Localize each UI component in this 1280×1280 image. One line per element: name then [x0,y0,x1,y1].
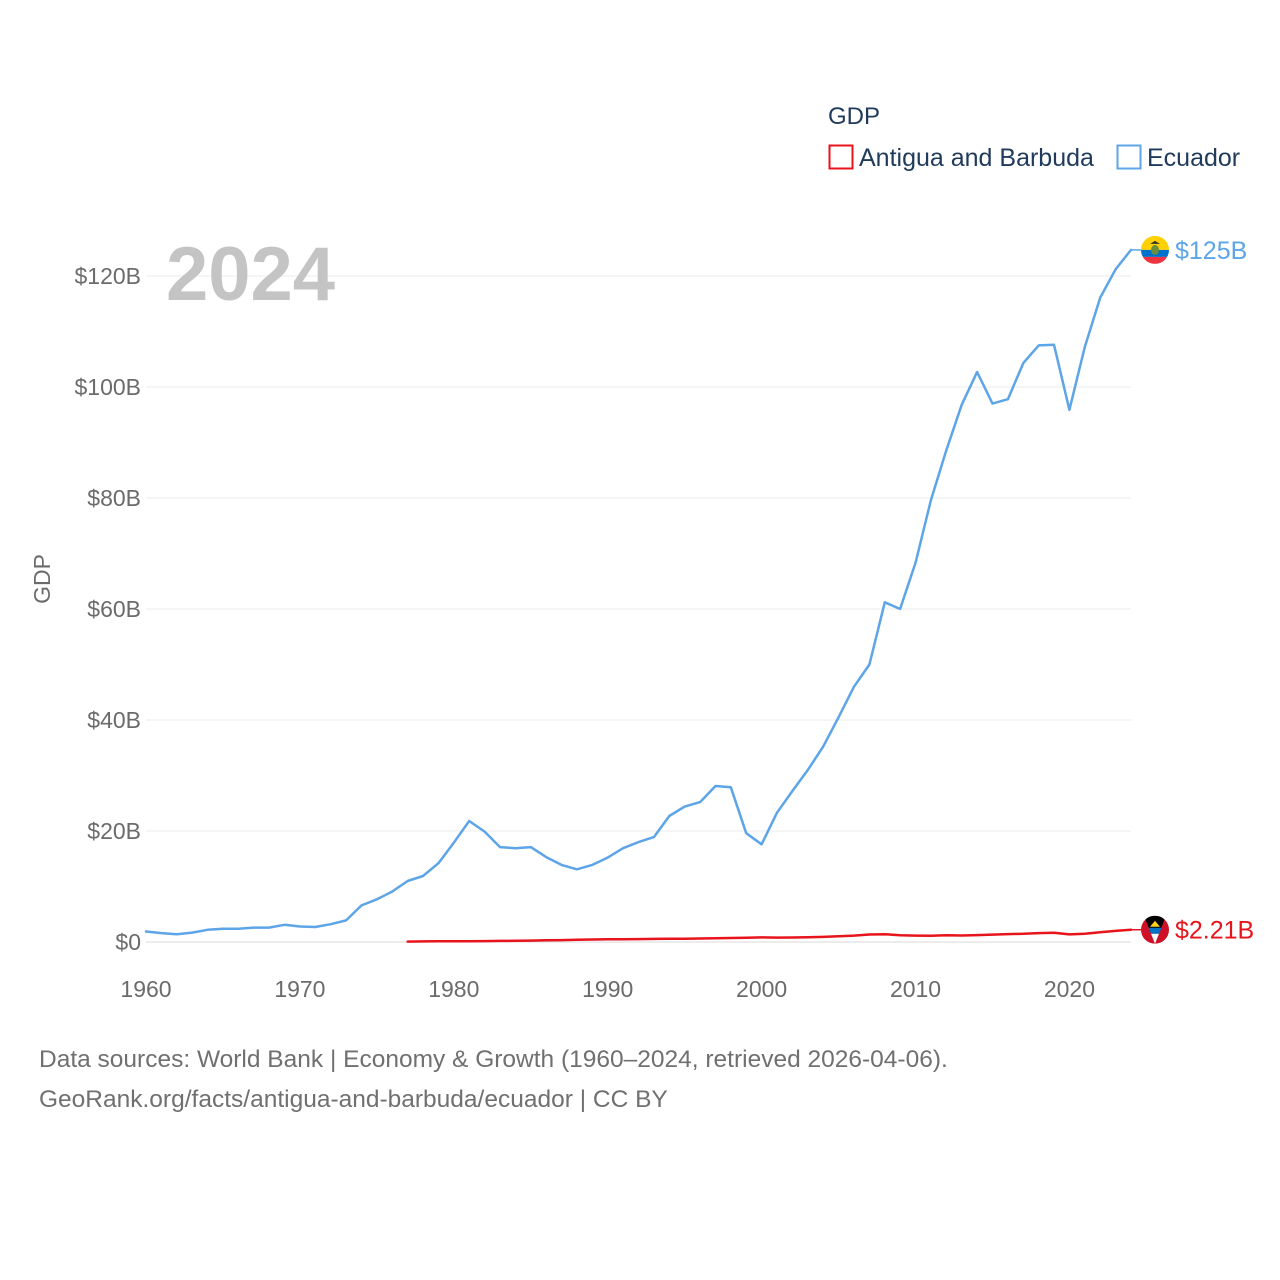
x-axis-ticks: 1960 1970 1980 1990 2000 2010 2020 [120,976,1095,1002]
footer: Data sources: World Bank | Economy & Gro… [39,1040,948,1120]
x-tick-label: 2010 [890,976,941,1002]
x-tick-label: 1970 [274,976,325,1002]
legend-title: GDP [828,103,880,130]
legend-swatch-antigua [828,144,854,170]
y-tick-label: $100B [74,374,141,400]
series-line-antigua [406,928,1133,943]
x-tick-label: 1990 [582,976,633,1002]
antigua-flag-icon [1141,915,1169,944]
series-line-ecuador [144,248,1133,936]
y-tick-label: $40B [87,707,141,733]
y-axis-ticks: $0 $20B $40B $60B $80B $100B $120B [74,263,141,955]
legend-swatch-ecuador [1116,144,1142,170]
y-axis-title: GDP [29,554,55,604]
series-lines [144,248,1133,943]
footer-sources: Data sources: World Bank | Economy & Gro… [39,1046,948,1073]
legend-item-antigua[interactable]: Antigua and Barbuda [828,144,1095,172]
y-tick-label: $20B [87,818,141,844]
x-tick-label: 1980 [428,976,479,1002]
end-label-antigua: $2.21B [1175,917,1254,945]
legend-item-ecuador[interactable]: Ecuador [1116,144,1241,172]
ecuador-flag-icon [1141,235,1169,264]
series-end-markers [1131,249,1141,931]
x-tick-label: 2000 [736,976,787,1002]
y-tick-label: $80B [87,485,141,511]
y-tick-label: $120B [74,263,141,289]
legend-label-ecuador: Ecuador [1147,144,1240,172]
footer-link[interactable]: GeoRank.org/facts/antigua-and-barbuda/ec… [39,1086,668,1113]
y-tick-label: $0 [115,929,141,955]
legend: GDP Antigua and Barbuda Ecuador [828,103,1240,172]
gridlines [146,275,1131,943]
y-tick-label: $60B [87,596,141,622]
x-tick-label: 1960 [120,976,171,1002]
end-label-ecuador: $125B [1175,237,1247,265]
legend-label-antigua: Antigua and Barbuda [859,144,1094,172]
year-label: 2024 [166,232,335,317]
x-tick-label: 2020 [1044,976,1095,1002]
